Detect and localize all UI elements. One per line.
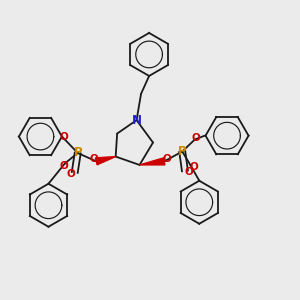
Text: O: O [67,169,76,179]
Text: O: O [59,133,68,142]
Text: O: O [190,162,198,172]
Text: P: P [178,145,187,158]
Text: O: O [192,133,201,143]
Text: O: O [90,154,98,164]
Text: P: P [74,146,82,160]
Text: O: O [59,161,68,171]
Text: O: O [184,167,193,177]
Polygon shape [95,157,116,165]
Polygon shape [140,158,165,165]
Text: O: O [162,154,171,164]
Text: N: N [132,114,142,127]
